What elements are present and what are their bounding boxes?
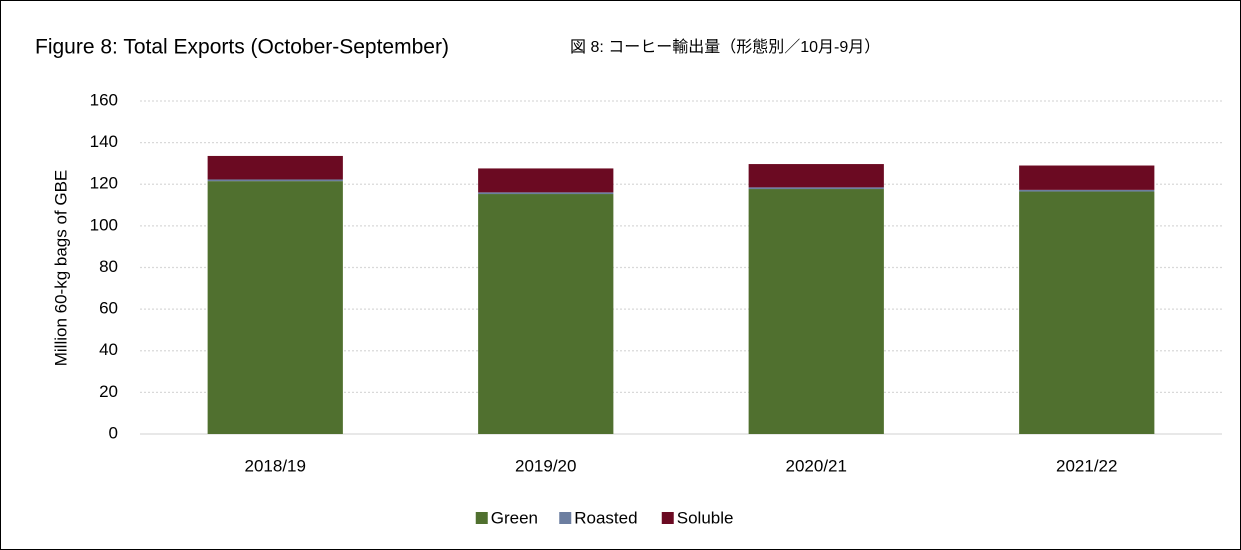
y-axis-label: Million 60-kg bags of GBE (51, 170, 70, 367)
y-tick-label: 160 (90, 90, 118, 109)
y-tick-label: 20 (99, 382, 118, 401)
chart-subtitle: 図 8: コーヒー輸出量（形態別／10月-9月） (570, 38, 880, 56)
bar-segment (1019, 189, 1155, 192)
bar-segment (748, 164, 884, 188)
bar-segment (207, 181, 343, 434)
legend-swatch (559, 512, 572, 524)
x-tick-label: 2021/22 (1056, 456, 1117, 475)
y-tick-label: 120 (90, 174, 118, 193)
y-tick-label: 60 (99, 299, 118, 318)
y-tick-label: 40 (99, 340, 118, 359)
y-tick-label: 100 (90, 215, 118, 234)
legend-label: Soluble (677, 508, 734, 527)
bar-segment (478, 194, 614, 434)
legend-swatch (475, 512, 488, 524)
y-tick-label: 140 (90, 132, 118, 151)
bar-segment (478, 168, 614, 193)
legend-label: Roasted (574, 508, 637, 527)
chart-title: Figure 8: Total Exports (October-Septemb… (35, 36, 449, 59)
bar-segment (748, 189, 884, 434)
x-tick-label: 2018/19 (245, 456, 306, 475)
y-tick-label: 80 (99, 257, 118, 276)
legend-label: Green (491, 508, 538, 527)
bar-segment (748, 187, 884, 190)
bar-segment (1019, 191, 1155, 434)
x-tick-label: 2019/20 (515, 456, 576, 475)
bar-segment (1019, 165, 1155, 190)
bar-segment (207, 155, 343, 180)
bar-segment (207, 179, 343, 182)
bar-segment (478, 192, 614, 195)
x-tick-label: 2020/21 (786, 456, 847, 475)
legend-swatch (661, 512, 674, 524)
y-tick-label: 0 (109, 423, 118, 442)
